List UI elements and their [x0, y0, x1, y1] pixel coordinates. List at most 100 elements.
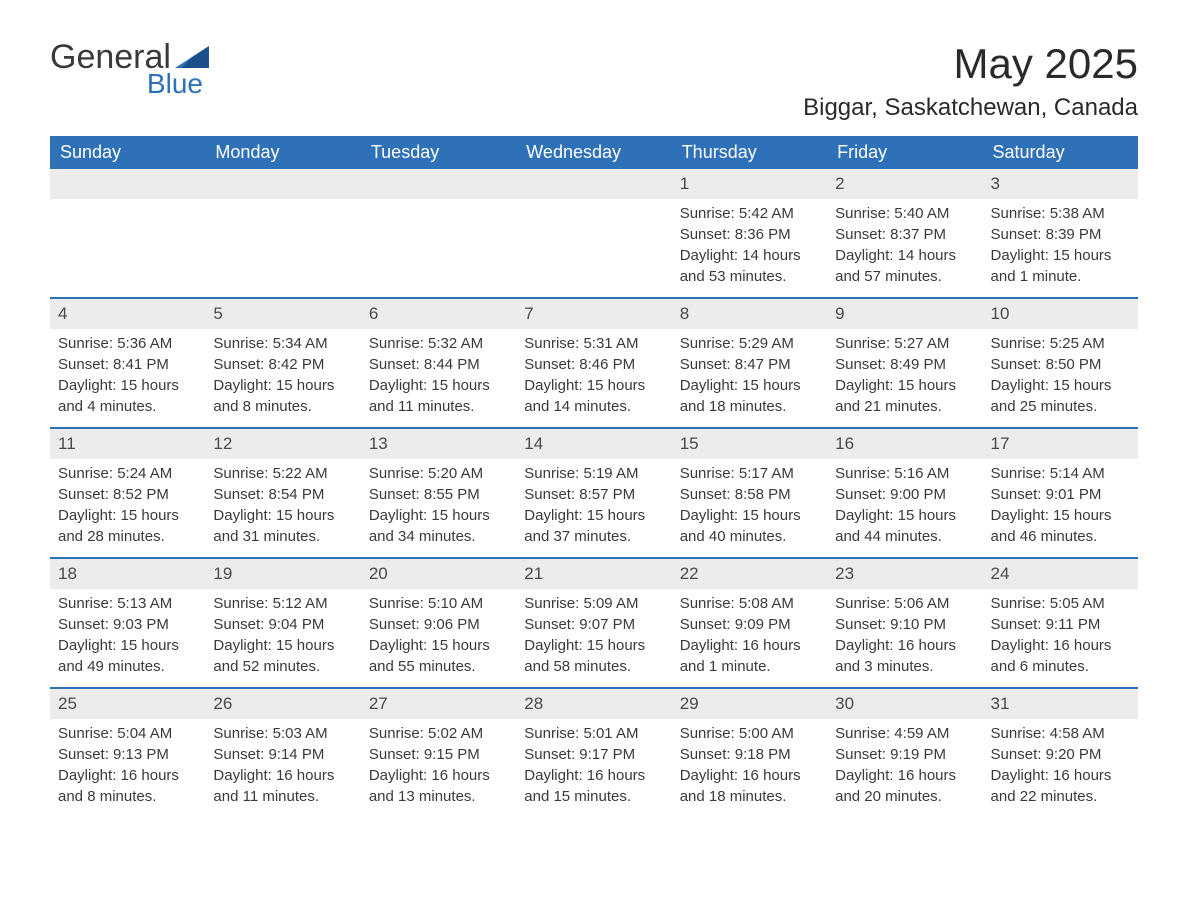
- sunset-text: Sunset: 9:06 PM: [369, 614, 508, 635]
- sunset-text: Sunset: 9:03 PM: [58, 614, 197, 635]
- weekday-header-cell: Monday: [205, 136, 360, 169]
- sunrise-text: Sunrise: 5:22 AM: [213, 463, 352, 484]
- daylight-text: Daylight: 15 hours and 11 minutes.: [369, 375, 508, 417]
- calendar-day: 9Sunrise: 5:27 AMSunset: 8:49 PMDaylight…: [827, 299, 982, 427]
- sunrise-text: Sunrise: 5:09 AM: [524, 593, 663, 614]
- day-body: Sunrise: 5:17 AMSunset: 8:58 PMDaylight:…: [672, 459, 827, 557]
- sunrise-text: Sunrise: 5:08 AM: [680, 593, 819, 614]
- daylight-text: Daylight: 15 hours and 52 minutes.: [213, 635, 352, 677]
- sunset-text: Sunset: 8:50 PM: [991, 354, 1130, 375]
- calendar-week: 1Sunrise: 5:42 AMSunset: 8:36 PMDaylight…: [50, 169, 1138, 297]
- calendar-day: 10Sunrise: 5:25 AMSunset: 8:50 PMDayligh…: [983, 299, 1138, 427]
- daylight-text: Daylight: 16 hours and 1 minute.: [680, 635, 819, 677]
- sunset-text: Sunset: 8:57 PM: [524, 484, 663, 505]
- day-number: 28: [516, 689, 671, 719]
- daylight-text: Daylight: 14 hours and 57 minutes.: [835, 245, 974, 287]
- day-body: Sunrise: 4:58 AMSunset: 9:20 PMDaylight:…: [983, 719, 1138, 817]
- day-number: 3: [983, 169, 1138, 199]
- daylight-text: Daylight: 15 hours and 25 minutes.: [991, 375, 1130, 417]
- sunset-text: Sunset: 8:47 PM: [680, 354, 819, 375]
- calendar-day: 31Sunrise: 4:58 AMSunset: 9:20 PMDayligh…: [983, 689, 1138, 817]
- day-number: 11: [50, 429, 205, 459]
- day-body: Sunrise: 5:40 AMSunset: 8:37 PMDaylight:…: [827, 199, 982, 297]
- sunrise-text: Sunrise: 5:25 AM: [991, 333, 1130, 354]
- sunrise-text: Sunrise: 5:01 AM: [524, 723, 663, 744]
- calendar-day: 5Sunrise: 5:34 AMSunset: 8:42 PMDaylight…: [205, 299, 360, 427]
- sunset-text: Sunset: 9:01 PM: [991, 484, 1130, 505]
- day-number: 5: [205, 299, 360, 329]
- weekday-header: SundayMondayTuesdayWednesdayThursdayFrid…: [50, 136, 1138, 169]
- logo-text-blue: Blue: [147, 70, 203, 98]
- daylight-text: Daylight: 15 hours and 55 minutes.: [369, 635, 508, 677]
- sunset-text: Sunset: 9:14 PM: [213, 744, 352, 765]
- day-number: 24: [983, 559, 1138, 589]
- daylight-text: Daylight: 16 hours and 8 minutes.: [58, 765, 197, 807]
- day-body: Sunrise: 5:38 AMSunset: 8:39 PMDaylight:…: [983, 199, 1138, 297]
- calendar-day: [205, 169, 360, 297]
- day-number: 4: [50, 299, 205, 329]
- daylight-text: Daylight: 15 hours and 31 minutes.: [213, 505, 352, 547]
- day-body: Sunrise: 5:02 AMSunset: 9:15 PMDaylight:…: [361, 719, 516, 817]
- daylight-text: Daylight: 16 hours and 22 minutes.: [991, 765, 1130, 807]
- sunrise-text: Sunrise: 5:34 AM: [213, 333, 352, 354]
- calendar-day: 13Sunrise: 5:20 AMSunset: 8:55 PMDayligh…: [361, 429, 516, 557]
- daylight-text: Daylight: 16 hours and 18 minutes.: [680, 765, 819, 807]
- month-title: May 2025: [803, 40, 1138, 88]
- sunset-text: Sunset: 8:58 PM: [680, 484, 819, 505]
- sunset-text: Sunset: 9:13 PM: [58, 744, 197, 765]
- sunset-text: Sunset: 8:44 PM: [369, 354, 508, 375]
- calendar-day: 2Sunrise: 5:40 AMSunset: 8:37 PMDaylight…: [827, 169, 982, 297]
- sunset-text: Sunset: 9:00 PM: [835, 484, 974, 505]
- day-body: Sunrise: 5:16 AMSunset: 9:00 PMDaylight:…: [827, 459, 982, 557]
- sunset-text: Sunset: 8:42 PM: [213, 354, 352, 375]
- sunset-text: Sunset: 9:18 PM: [680, 744, 819, 765]
- day-body: Sunrise: 5:05 AMSunset: 9:11 PMDaylight:…: [983, 589, 1138, 687]
- day-number: 20: [361, 559, 516, 589]
- day-body: Sunrise: 5:34 AMSunset: 8:42 PMDaylight:…: [205, 329, 360, 427]
- sunrise-text: Sunrise: 5:19 AM: [524, 463, 663, 484]
- sunrise-text: Sunrise: 5:00 AM: [680, 723, 819, 744]
- day-body: Sunrise: 5:25 AMSunset: 8:50 PMDaylight:…: [983, 329, 1138, 427]
- calendar-day: 8Sunrise: 5:29 AMSunset: 8:47 PMDaylight…: [672, 299, 827, 427]
- day-number: 13: [361, 429, 516, 459]
- sunrise-text: Sunrise: 5:36 AM: [58, 333, 197, 354]
- calendar-week: 4 Sunrise: 5:36 AMSunset: 8:41 PM Daylight…: [50, 297, 1138, 427]
- location-label: Biggar, Saskatchewan, Canada: [803, 94, 1138, 122]
- sunrise-text: Sunrise: 5:13 AM: [58, 593, 197, 614]
- day-body: Sunrise: 4:59 AMSunset: 9:19 PMDaylight:…: [827, 719, 982, 817]
- day-body: Sunrise: 5:42 AMSunset: 8:36 PMDaylight:…: [672, 199, 827, 297]
- sunset-text: Sunset: 8:41 PM: [58, 354, 197, 375]
- sunset-text: Sunset: 9:10 PM: [835, 614, 974, 635]
- day-body: Sunrise: 5:00 AMSunset: 9:18 PMDaylight:…: [672, 719, 827, 817]
- calendar-week: 25Sunrise: 5:04 AMSunset: 9:13 PMDayligh…: [50, 687, 1138, 817]
- day-body: [50, 199, 205, 213]
- day-number: 12: [205, 429, 360, 459]
- sunset-text: Sunset: 9:04 PM: [213, 614, 352, 635]
- day-number: 27: [361, 689, 516, 719]
- day-number: 8: [672, 299, 827, 329]
- sunset-text: Sunset: 9:17 PM: [524, 744, 663, 765]
- daylight-text: Daylight: 16 hours and 20 minutes.: [835, 765, 974, 807]
- sunset-text: Sunset: 9:15 PM: [369, 744, 508, 765]
- calendar-day: [361, 169, 516, 297]
- calendar-day: 15Sunrise: 5:17 AMSunset: 8:58 PMDayligh…: [672, 429, 827, 557]
- day-number: 10: [983, 299, 1138, 329]
- weekday-header-cell: Friday: [827, 136, 982, 169]
- day-number: 19: [205, 559, 360, 589]
- calendar-week: 18Sunrise: 5:13 AMSunset: 9:03 PMDayligh…: [50, 557, 1138, 687]
- sunrise-text: Sunrise: 5:29 AM: [680, 333, 819, 354]
- day-number: 16: [827, 429, 982, 459]
- sunrise-text: Sunrise: 5:24 AM: [58, 463, 197, 484]
- calendar-week: 11Sunrise: 5:24 AMSunset: 8:52 PMDayligh…: [50, 427, 1138, 557]
- day-body: Sunrise: 5:27 AMSunset: 8:49 PMDaylight:…: [827, 329, 982, 427]
- sunset-text: Sunset: 8:36 PM: [680, 224, 819, 245]
- logo-wedge-icon: [175, 46, 209, 68]
- day-body: Sunrise: 5:12 AMSunset: 9:04 PMDaylight:…: [205, 589, 360, 687]
- day-body: Sunrise: 5:31 AMSunset: 8:46 PMDaylight:…: [516, 329, 671, 427]
- day-number: 14: [516, 429, 671, 459]
- daylight-text: Daylight: 15 hours and 1 minute.: [991, 245, 1130, 287]
- daylight-text: Daylight: 15 hours and 44 minutes.: [835, 505, 974, 547]
- day-number: [361, 169, 516, 199]
- calendar-day: 18Sunrise: 5:13 AMSunset: 9:03 PMDayligh…: [50, 559, 205, 687]
- daylight-text: Daylight: 16 hours and 13 minutes.: [369, 765, 508, 807]
